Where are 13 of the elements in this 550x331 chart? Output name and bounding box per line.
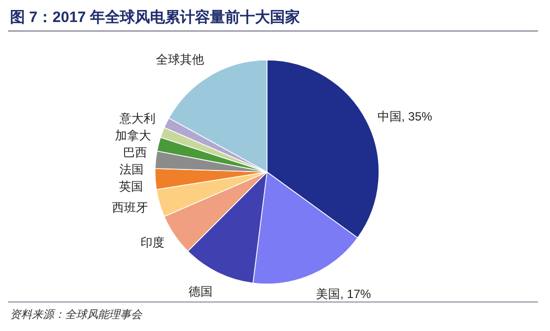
slice-label: 中国, 35% bbox=[377, 110, 432, 124]
slice-label: 意大利 bbox=[118, 111, 156, 126]
slice-label: 德国 bbox=[188, 284, 212, 298]
slice-label: 印度 bbox=[140, 236, 164, 250]
slice-label: 美国, 17% bbox=[316, 286, 372, 301]
slice-label: 西班牙 bbox=[112, 200, 148, 215]
slice-label: 巴西 bbox=[122, 145, 147, 160]
chart-title: 图 7：2017 年全球风电累计容量前十大国家 bbox=[10, 8, 300, 26]
slice-label: 英国 bbox=[119, 179, 144, 194]
slice-label: 加拿大 bbox=[115, 128, 152, 142]
slice-label: 全球其他 bbox=[156, 52, 204, 66]
text: 资料来源：全球风能理事会 bbox=[10, 308, 143, 321]
slice-label: 法国 bbox=[120, 162, 144, 176]
